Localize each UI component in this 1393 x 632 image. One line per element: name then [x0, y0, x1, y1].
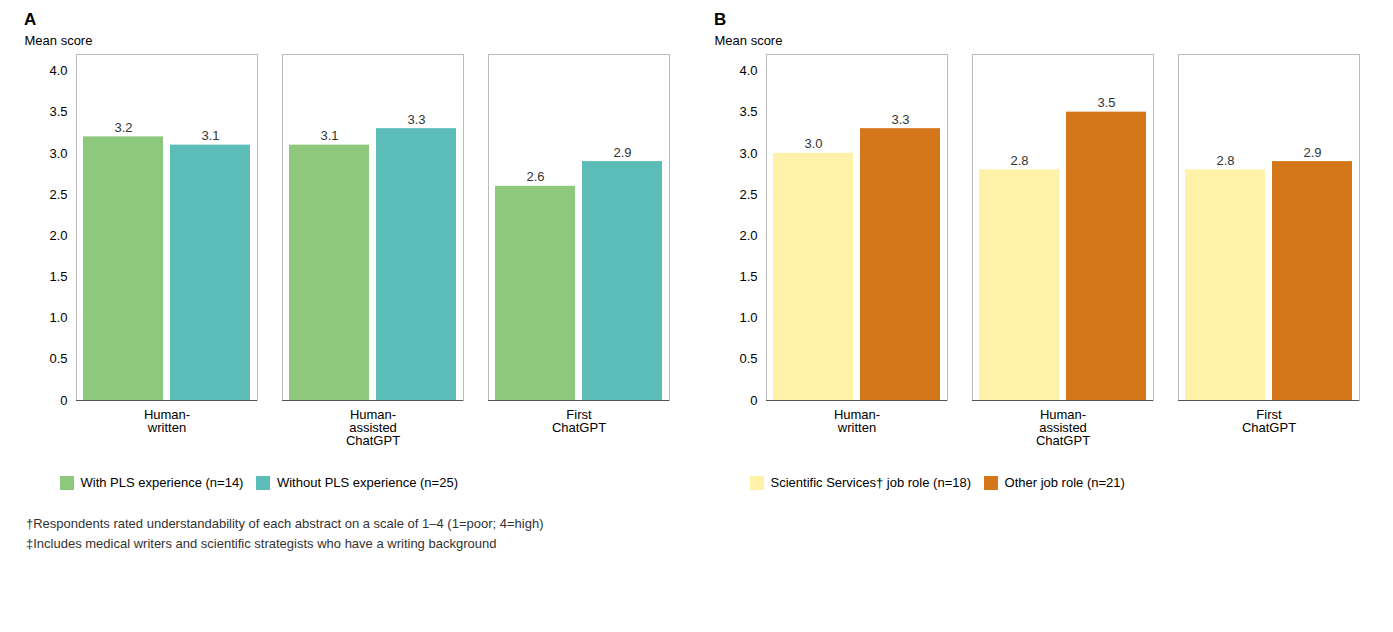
html-text:‡Includes medical writers and: ‡Includes medical writers and scientific…: [26, 535, 497, 551]
svg-text:2.8: 2.8: [1216, 153, 1234, 168]
svg-text:1.0: 1.0: [739, 310, 757, 325]
svg-text:3.2: 3.2: [114, 120, 132, 135]
svg-text:3.5: 3.5: [49, 104, 67, 119]
svg-text:3.0: 3.0: [804, 136, 822, 151]
svg-text:2.5: 2.5: [49, 187, 67, 202]
html-text:†Respondents rated understanda: †Respondents rated understandability of …: [26, 515, 544, 531]
svg-text:2.6: 2.6: [526, 169, 544, 184]
svg-text:3.1: 3.1: [320, 128, 338, 143]
svg-text:2.8: 2.8: [1010, 153, 1028, 168]
html-text:A: A: [24, 10, 37, 29]
svg-text:2.0: 2.0: [49, 228, 67, 243]
svg-text:Human-assistedChatGPT: Human-assistedChatGPT: [1036, 407, 1090, 448]
svg-text:Human-written: Human-written: [834, 407, 880, 435]
svg-text:FirstChatGPT: FirstChatGPT: [1242, 407, 1296, 435]
svg-text:0: 0: [60, 393, 67, 408]
svg-text:3.5: 3.5: [1097, 95, 1115, 110]
svg-text:3.3: 3.3: [891, 112, 909, 127]
html-text:Other job role (n=21): Other job role (n=21): [1004, 475, 1125, 490]
svg-text:Mean score: Mean score: [25, 33, 93, 48]
svg-text:4.0: 4.0: [49, 63, 67, 78]
svg-text:0.5: 0.5: [49, 351, 67, 366]
svg-text:3.5: 3.5: [739, 104, 757, 119]
svg-text:4.0: 4.0: [739, 63, 757, 78]
svg-text:3.0: 3.0: [739, 146, 757, 161]
svg-text:2.0: 2.0: [739, 228, 757, 243]
svg-text:1.5: 1.5: [739, 269, 757, 284]
svg-text:3.0: 3.0: [49, 146, 67, 161]
svg-text:Mean score: Mean score: [715, 33, 783, 48]
svg-text:1.0: 1.0: [49, 310, 67, 325]
svg-text:Human-assistedChatGPT: Human-assistedChatGPT: [346, 407, 400, 448]
html-text:With PLS experience (n=14): With PLS experience (n=14): [80, 475, 244, 490]
svg-text:FirstChatGPT: FirstChatGPT: [552, 407, 606, 435]
svg-text:0: 0: [750, 393, 757, 408]
svg-text:3.3: 3.3: [407, 112, 425, 127]
svg-text:3.1: 3.1: [201, 128, 219, 143]
html-text:Scientific Services† job role: Scientific Services† job role (n=18): [770, 475, 971, 490]
html-text:B: B: [714, 10, 727, 29]
svg-text:Human-written: Human-written: [144, 407, 190, 435]
svg-text:2.9: 2.9: [613, 145, 631, 160]
html-text:Without PLS experience (n=25): Without PLS experience (n=25): [277, 475, 458, 490]
svg-text:2.9: 2.9: [1303, 145, 1321, 160]
svg-text:2.5: 2.5: [739, 187, 757, 202]
svg-text:0.5: 0.5: [739, 351, 757, 366]
svg-text:1.5: 1.5: [49, 269, 67, 284]
